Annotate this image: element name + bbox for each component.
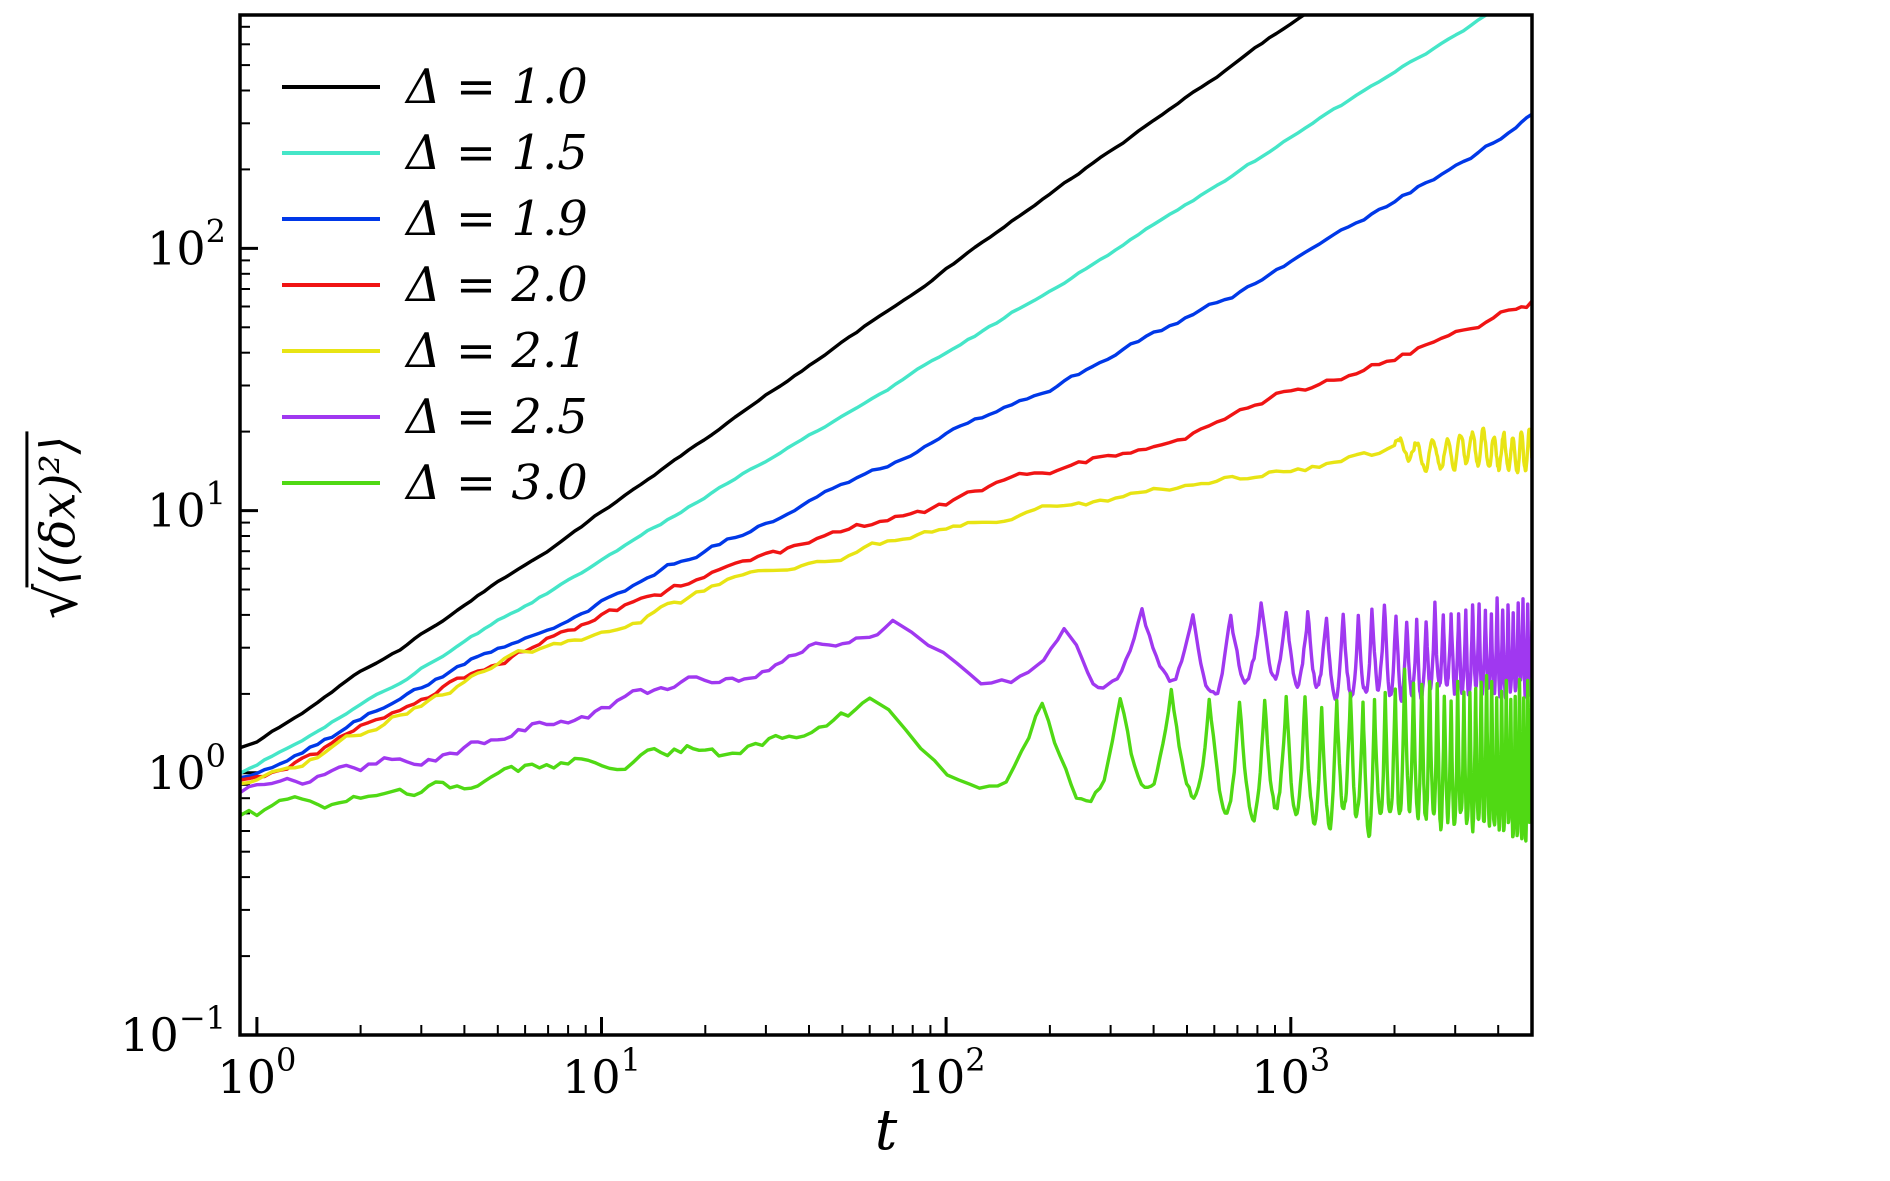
legend-label: Δ = 2.1 xyxy=(406,323,588,379)
legend-line-swatch xyxy=(282,85,380,89)
x-tick-label: 103 xyxy=(1251,1041,1330,1104)
legend-item: Δ = 2.1 xyxy=(282,318,588,384)
legend-item: Δ = 2.0 xyxy=(282,252,588,318)
series-line-4 xyxy=(240,426,1532,786)
legend-label: Δ = 3.0 xyxy=(406,455,588,511)
series-line-2 xyxy=(240,112,1532,780)
legend-line-swatch xyxy=(282,151,380,155)
series-group xyxy=(240,15,1532,843)
series-line-6 xyxy=(240,667,1532,843)
x-axis-label: t xyxy=(874,1098,898,1163)
legend-label: Δ = 2.0 xyxy=(406,257,588,313)
legend-line-swatch xyxy=(282,283,380,287)
x-tick-label: 101 xyxy=(562,1041,641,1104)
legend-item: Δ = 1.5 xyxy=(282,120,588,186)
legend-line-swatch xyxy=(282,415,380,419)
y-tick-label: 101 xyxy=(147,475,226,538)
legend-label: Δ = 1.5 xyxy=(406,125,588,181)
legend-item: Δ = 1.0 xyxy=(282,54,588,120)
legend-line-swatch xyxy=(282,349,380,353)
series-line-1 xyxy=(240,15,1489,775)
series-line-0 xyxy=(240,15,1307,750)
legend-item: Δ = 3.0 xyxy=(282,450,588,516)
legend-line-swatch xyxy=(282,217,380,221)
y-tick-label: 10−1 xyxy=(120,999,226,1062)
legend-item: Δ = 1.9 xyxy=(282,186,588,252)
legend-item: Δ = 2.5 xyxy=(282,384,588,450)
legend-label: Δ = 2.5 xyxy=(406,389,588,445)
y-tick-label: 102 xyxy=(147,212,226,275)
legend-label: Δ = 1.0 xyxy=(406,59,588,115)
x-tick-label: 102 xyxy=(907,1041,986,1104)
x-tick-label: 100 xyxy=(217,1041,296,1104)
legend-label: Δ = 1.9 xyxy=(406,191,588,247)
series-line-3 xyxy=(240,299,1532,782)
plot-frame xyxy=(238,13,1534,1037)
legend-line-swatch xyxy=(282,481,380,485)
legend: Δ = 1.0 Δ = 1.5 Δ = 1.9 Δ = 2.0 Δ = 2.1 Δ = 2… xyxy=(282,54,588,516)
y-tick-label: 100 xyxy=(147,737,226,800)
